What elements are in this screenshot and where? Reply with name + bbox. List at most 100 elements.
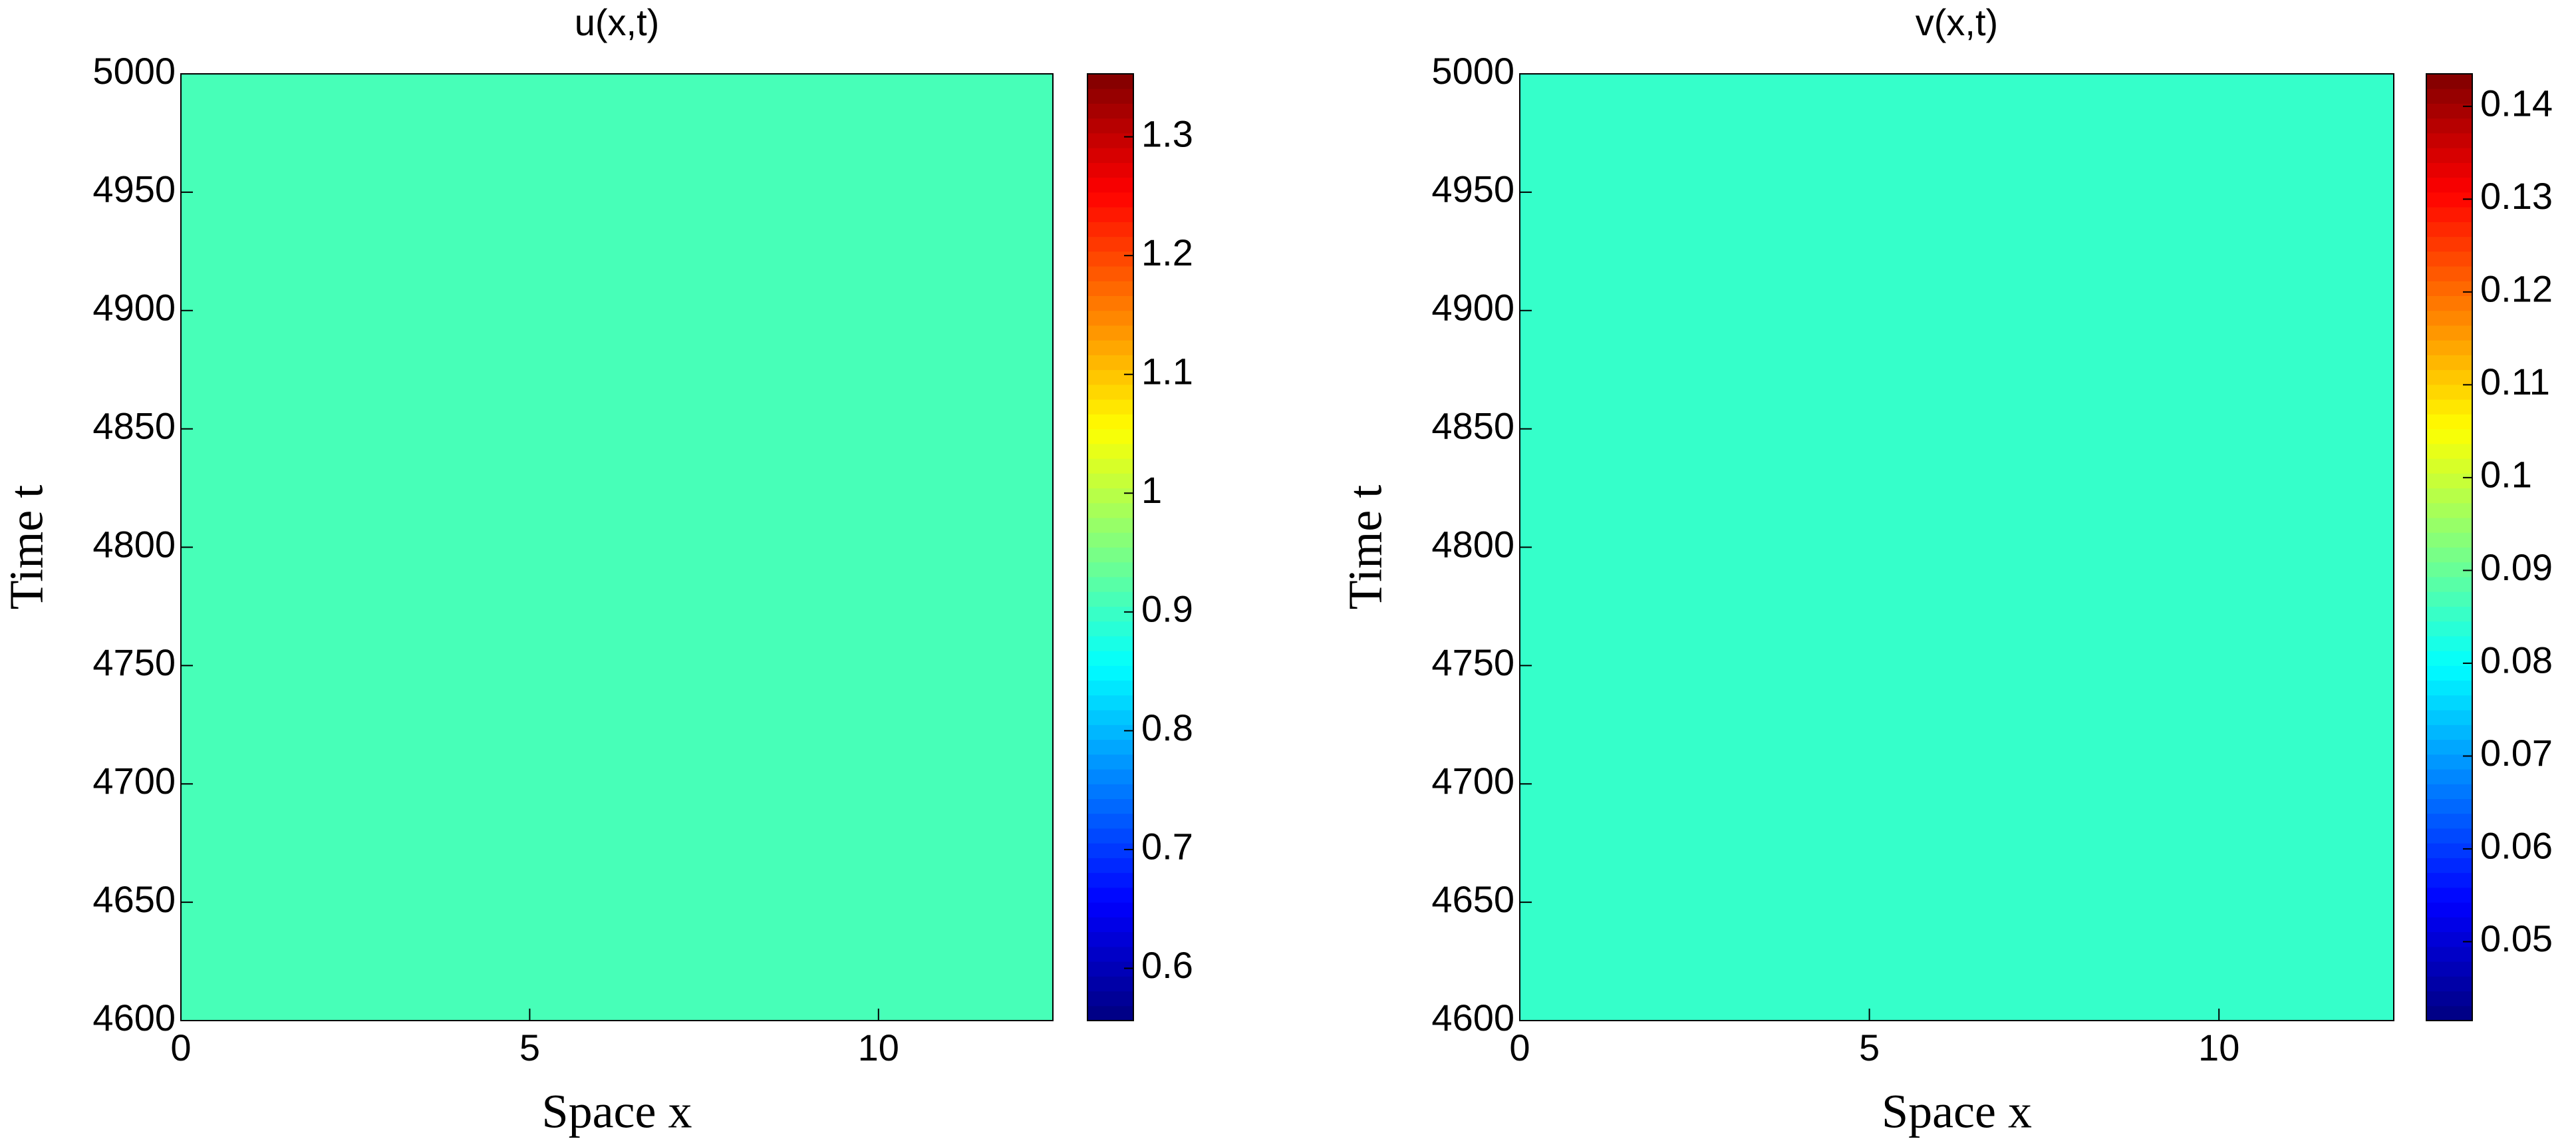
- colorbar-band: [1087, 325, 1133, 341]
- colorbar-band: [2426, 236, 2472, 252]
- colorbar-band: [1087, 887, 1133, 903]
- colorbar-band: [1087, 502, 1133, 518]
- y-tick-label: 4900: [1431, 287, 1514, 329]
- colorbar-band: [1087, 858, 1133, 874]
- colorbar-tick-label: 0.7: [1141, 826, 1193, 868]
- colorbar-band: [2426, 103, 2472, 119]
- colorbar-tick-label: 0.6: [1141, 944, 1193, 986]
- colorbar-band: [1087, 148, 1133, 163]
- colorbar-band: [2426, 502, 2472, 518]
- colorbar-band: [1087, 547, 1133, 563]
- colorbar-band: [2426, 384, 2472, 400]
- colorbar-band: [2426, 295, 2472, 311]
- colorbar-tick-label: 0.11: [2480, 361, 2550, 403]
- colorbar-tick-label: 0.07: [2480, 732, 2553, 774]
- colorbar-band: [1087, 635, 1133, 651]
- colorbar-band: [2426, 887, 2472, 903]
- colorbar-band: [1087, 369, 1133, 385]
- colorbar-band: [1087, 207, 1133, 222]
- colorbar-band: [2426, 828, 2472, 844]
- colorbar-band: [1087, 414, 1133, 430]
- colorbar-band: [1087, 784, 1133, 799]
- colorbar-band: [1087, 236, 1133, 252]
- colorbar-band: [2426, 680, 2472, 696]
- colorbar-band: [2426, 177, 2472, 193]
- colorbar-band: [1087, 74, 1133, 89]
- colorbar-band: [1087, 872, 1133, 888]
- colorbar-band: [1087, 266, 1133, 281]
- colorbar-band: [2426, 902, 2472, 917]
- colorbar-tick-label: 0.05: [2480, 917, 2553, 959]
- y-tick-label: 4750: [92, 641, 176, 683]
- colorbar-band: [2426, 591, 2472, 607]
- colorbar-band: [1087, 665, 1133, 681]
- colorbar-tick-label: 0.06: [2480, 825, 2553, 867]
- colorbar-band: [1087, 251, 1133, 267]
- colorbar-band: [1087, 384, 1133, 400]
- colorbar-band: [2426, 325, 2472, 341]
- colorbar-band: [2426, 754, 2472, 770]
- colorbar-band: [1087, 428, 1133, 444]
- heatmap-cell: [181, 74, 1054, 1021]
- colorbar-band: [1087, 295, 1133, 311]
- colorbar-tick-label: 0.14: [2480, 82, 2553, 124]
- colorbar-band: [1087, 340, 1133, 355]
- colorbar-band: [2426, 74, 2472, 89]
- colorbar-band: [1087, 917, 1133, 933]
- colorbar-band: [2426, 148, 2472, 163]
- colorbar-tick-label: 1.2: [1141, 232, 1193, 273]
- y-tick-label: 4700: [1431, 760, 1514, 802]
- colorbar-band: [1087, 902, 1133, 917]
- colorbar-band: [1087, 739, 1133, 755]
- colorbar-band: [1087, 798, 1133, 814]
- colorbar-band: [1087, 473, 1133, 489]
- colorbar-band: [1087, 991, 1133, 1007]
- y-tick-label: 4900: [92, 287, 176, 329]
- colorbar-band: [2426, 931, 2472, 947]
- colorbar-band: [2426, 784, 2472, 799]
- chart-title: v(x,t): [1916, 1, 1998, 43]
- colorbar-band: [1087, 399, 1133, 414]
- colorbar-band: [1087, 458, 1133, 474]
- y-tick-label: 5000: [1431, 50, 1514, 92]
- colorbar-band: [2426, 458, 2472, 474]
- colorbar-band: [1087, 222, 1133, 238]
- colorbar-band: [1087, 177, 1133, 193]
- colorbar-band: [1087, 488, 1133, 504]
- colorbar-band: [2426, 739, 2472, 755]
- colorbar-tick-label: 1.1: [1141, 351, 1193, 393]
- colorbar-band: [1087, 103, 1133, 119]
- y-tick-label: 4950: [92, 168, 176, 210]
- colorbar-band: [1087, 828, 1133, 844]
- y-tick-label: 4650: [92, 878, 176, 920]
- colorbar-band: [2426, 917, 2472, 933]
- colorbar-band: [2426, 858, 2472, 874]
- colorbar-band: [2426, 207, 2472, 222]
- colorbar-band: [2426, 635, 2472, 651]
- colorbar-band: [2426, 251, 2472, 267]
- colorbar-band: [2426, 665, 2472, 681]
- colorbar-band: [2426, 725, 2472, 740]
- colorbar-band: [1087, 710, 1133, 725]
- colorbar-band: [2426, 651, 2472, 666]
- colorbar-band: [1087, 132, 1133, 148]
- colorbar-tick-label: 0.08: [2480, 639, 2553, 681]
- colorbar-frame: [1087, 73, 1134, 1021]
- colorbar-band: [1087, 576, 1133, 592]
- colorbar-band: [1087, 162, 1133, 178]
- colorbar-tick-label: 0.12: [2480, 268, 2553, 310]
- colorbar-band: [1087, 606, 1133, 622]
- colorbar-band: [2426, 518, 2472, 533]
- colorbar-band: [2426, 266, 2472, 281]
- y-tick-label: 4800: [1431, 523, 1514, 565]
- colorbar-band: [1087, 1005, 1133, 1021]
- colorbar-band: [2426, 222, 2472, 238]
- colorbar-band: [1087, 976, 1133, 992]
- x-tick-label: 10: [858, 1027, 899, 1068]
- colorbar-tick-label: 0.8: [1141, 707, 1193, 748]
- y-tick-label: 4850: [1431, 405, 1514, 446]
- colorbar-band: [2426, 355, 2472, 371]
- colorbar-band: [2426, 340, 2472, 355]
- colorbar-band: [2426, 310, 2472, 326]
